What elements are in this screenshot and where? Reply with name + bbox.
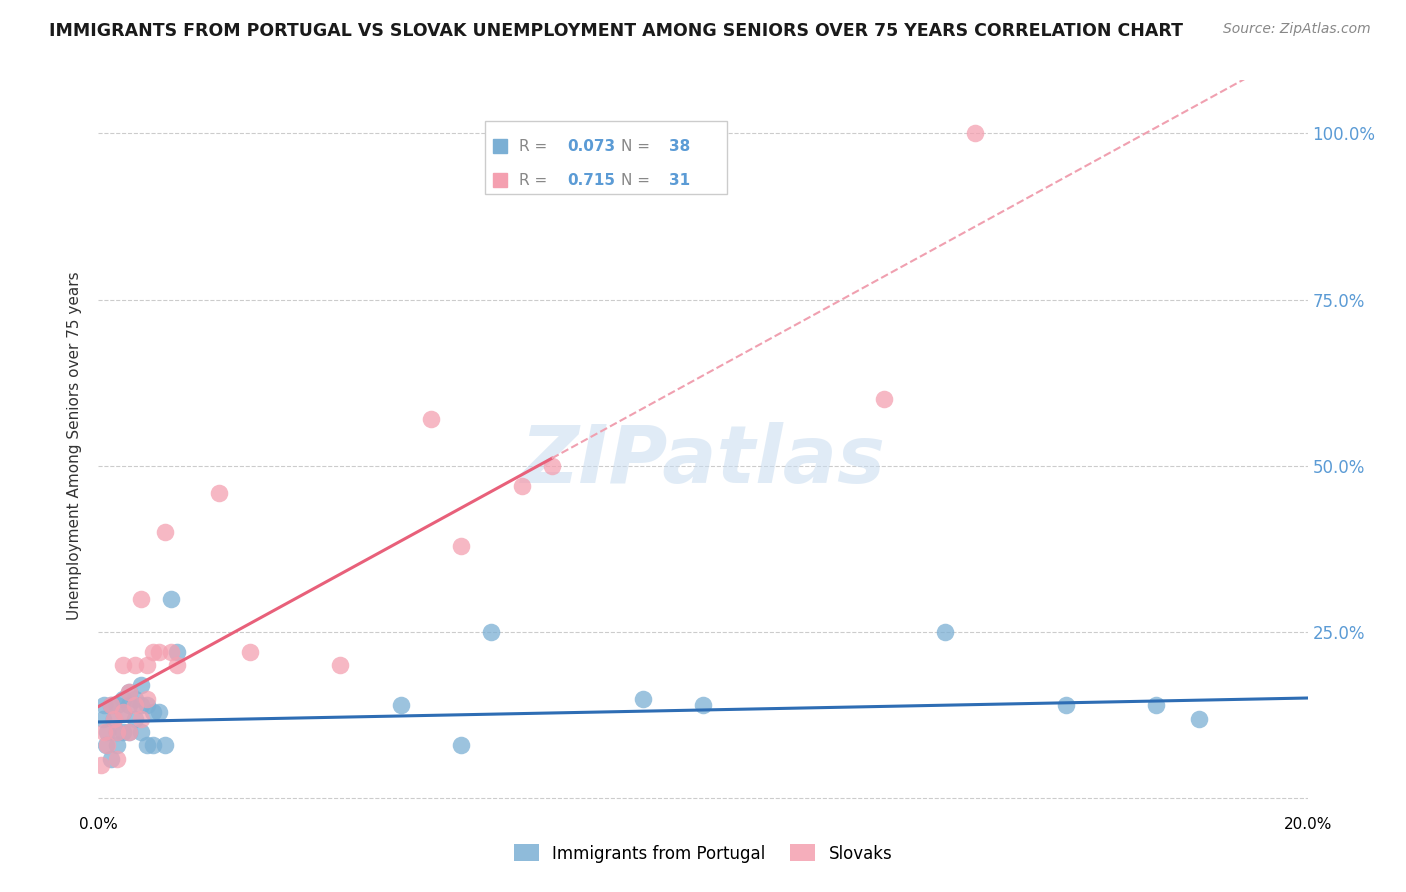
Point xyxy=(166,658,188,673)
Point xyxy=(142,645,165,659)
Point xyxy=(389,698,412,713)
Point xyxy=(540,458,562,473)
Point xyxy=(103,712,125,726)
Point xyxy=(1144,698,1167,713)
Point xyxy=(118,685,141,699)
Point xyxy=(135,691,157,706)
Point xyxy=(135,738,157,752)
Point xyxy=(124,712,146,726)
Point xyxy=(481,625,503,640)
Text: IMMIGRANTS FROM PORTUGAL VS SLOVAK UNEMPLOYMENT AMONG SENIORS OVER 75 YEARS CORR: IMMIGRANTS FROM PORTUGAL VS SLOVAK UNEMP… xyxy=(49,22,1184,40)
Point xyxy=(96,725,118,739)
Point xyxy=(160,645,183,659)
Y-axis label: Unemployment Among Seniors over 75 years: Unemployment Among Seniors over 75 years xyxy=(67,272,83,620)
Point xyxy=(100,698,122,713)
Text: 0.073: 0.073 xyxy=(568,138,616,153)
Point xyxy=(111,705,134,719)
Point xyxy=(631,691,654,706)
Point xyxy=(153,738,176,752)
Point xyxy=(1188,712,1211,726)
Point xyxy=(118,698,141,713)
Point xyxy=(239,645,262,659)
Point xyxy=(148,705,170,719)
Point xyxy=(124,698,146,713)
Point xyxy=(105,751,128,765)
Point xyxy=(129,725,152,739)
Text: N =: N = xyxy=(621,173,655,188)
Text: 0.715: 0.715 xyxy=(568,173,616,188)
Point xyxy=(450,738,472,752)
Point xyxy=(129,712,152,726)
Point xyxy=(111,658,134,673)
Point xyxy=(135,658,157,673)
Point xyxy=(692,698,714,713)
Point xyxy=(111,691,134,706)
Point xyxy=(129,591,152,606)
Point xyxy=(420,412,443,426)
Point xyxy=(329,658,352,673)
Point xyxy=(1054,698,1077,713)
Point xyxy=(934,625,956,640)
Point xyxy=(94,738,117,752)
Point xyxy=(208,485,231,500)
Point xyxy=(965,127,987,141)
Point xyxy=(135,698,157,713)
Point xyxy=(105,738,128,752)
Text: 31: 31 xyxy=(669,173,690,188)
FancyBboxPatch shape xyxy=(485,120,727,194)
Text: R =: R = xyxy=(519,138,553,153)
Point xyxy=(111,725,134,739)
Point xyxy=(93,725,115,739)
Text: ZIPatlas: ZIPatlas xyxy=(520,422,886,500)
Point xyxy=(118,725,141,739)
Point xyxy=(124,691,146,706)
Point xyxy=(118,725,141,739)
Point xyxy=(510,479,533,493)
Point xyxy=(100,751,122,765)
Text: N =: N = xyxy=(621,138,655,153)
Point xyxy=(153,525,176,540)
Point xyxy=(148,645,170,659)
Point xyxy=(160,591,183,606)
Point xyxy=(96,738,118,752)
Point xyxy=(91,712,114,726)
Point xyxy=(100,698,122,713)
Point xyxy=(105,725,128,739)
Point xyxy=(166,645,188,659)
Text: 38: 38 xyxy=(669,138,690,153)
Point xyxy=(873,392,896,407)
Point xyxy=(124,658,146,673)
Point xyxy=(129,678,152,692)
Text: R =: R = xyxy=(519,173,553,188)
Point xyxy=(90,758,112,772)
Point xyxy=(93,698,115,713)
Point xyxy=(142,705,165,719)
Point xyxy=(105,725,128,739)
Point xyxy=(103,712,125,726)
Point xyxy=(450,539,472,553)
Point xyxy=(105,698,128,713)
Point xyxy=(118,685,141,699)
Point xyxy=(129,698,152,713)
Point xyxy=(111,705,134,719)
Legend: Immigrants from Portugal, Slovaks: Immigrants from Portugal, Slovaks xyxy=(508,838,898,869)
Point xyxy=(142,738,165,752)
Text: Source: ZipAtlas.com: Source: ZipAtlas.com xyxy=(1223,22,1371,37)
